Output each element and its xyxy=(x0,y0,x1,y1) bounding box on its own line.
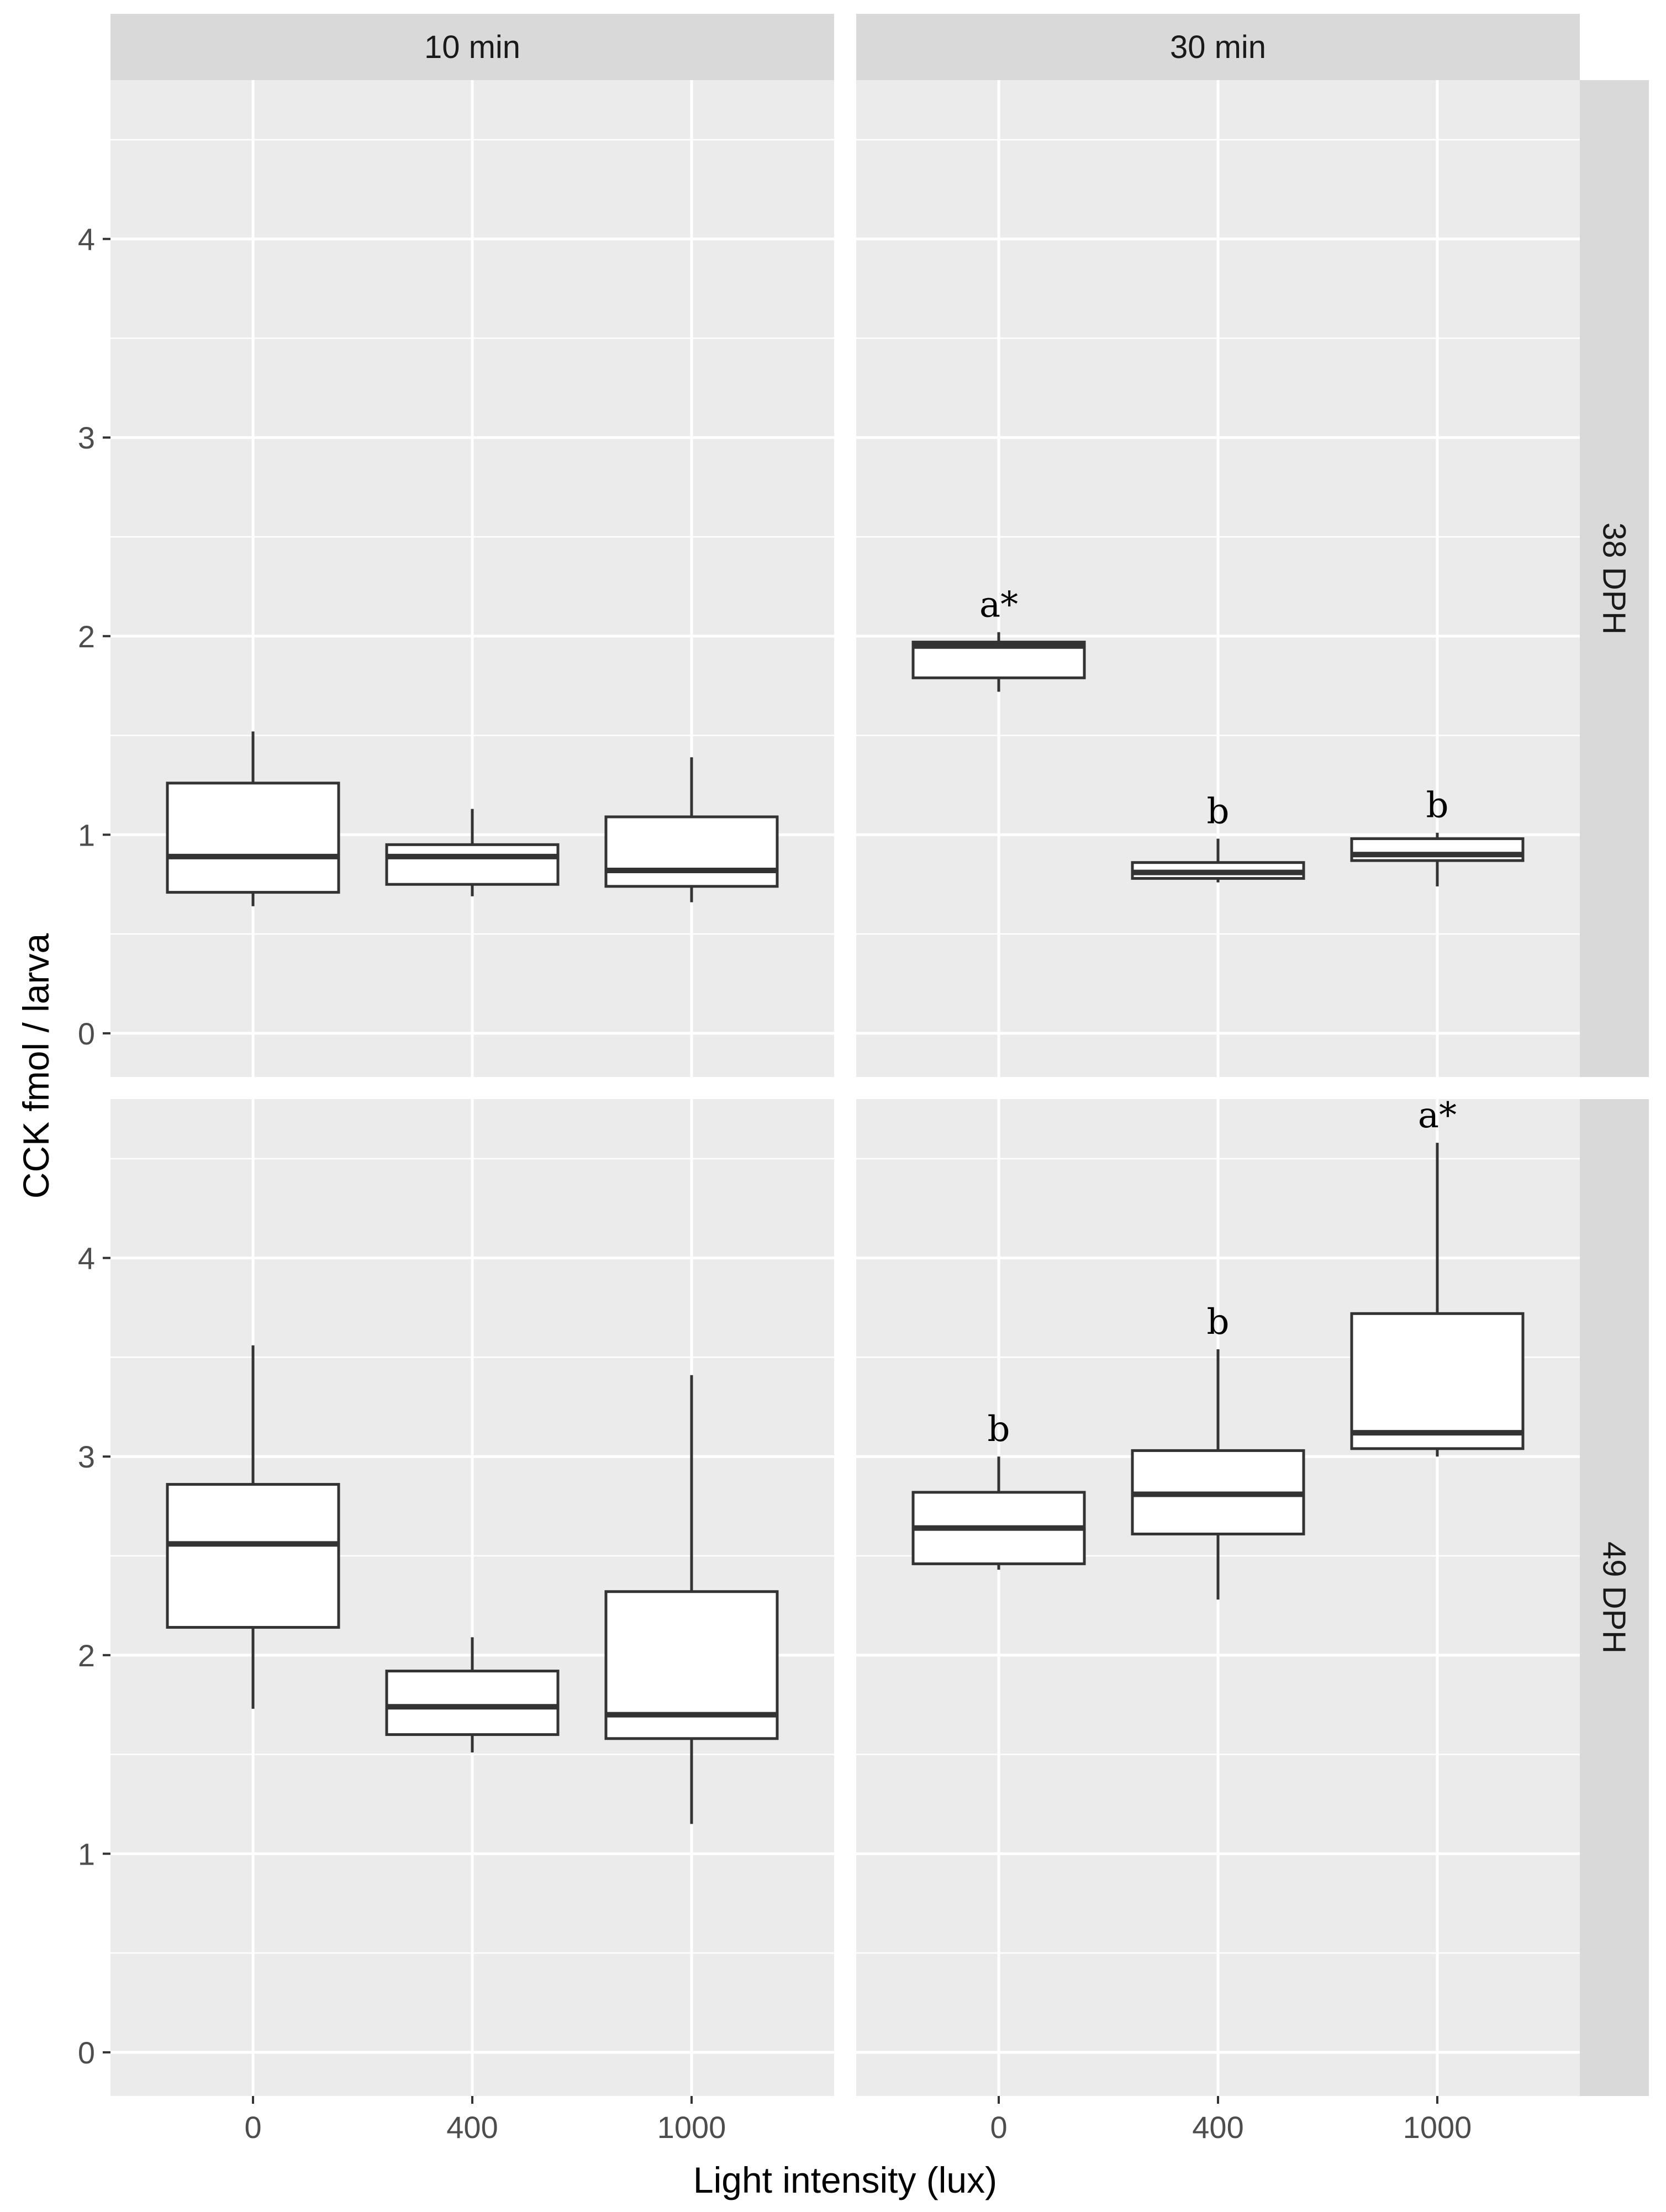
box-1000: a* xyxy=(1350,1095,1525,1457)
y-axis-title: CCK fmol / larva xyxy=(15,933,56,1199)
box-iqr xyxy=(385,843,560,886)
significance-label: a* xyxy=(979,585,1018,626)
row-strip-label: 49 DPH xyxy=(1596,1541,1632,1654)
x-tick-label: 0 xyxy=(990,2110,1007,2145)
axis-layer: 0 1 2 3 4 0 1 2 3 4 0 400 1000 0 400 1000 xyxy=(78,222,1472,2145)
significance-label: b xyxy=(1207,791,1230,832)
box-0 xyxy=(166,731,340,906)
box-iqr xyxy=(604,815,779,888)
y-tick-label: 0 xyxy=(78,1016,95,1051)
row-strip-2 xyxy=(1580,1099,1649,2096)
panel-30min-38DPH: a* b b xyxy=(856,80,1580,1077)
box-0 xyxy=(166,1345,340,1709)
box-400 xyxy=(385,1637,560,1752)
significance-label: a* xyxy=(1418,1095,1457,1136)
box-400: b xyxy=(1131,1302,1305,1600)
x-tick-label: 1000 xyxy=(1403,2110,1472,2145)
panel-30min-49DPH: b b a* xyxy=(856,1095,1580,2096)
column-strip-1 xyxy=(110,14,834,80)
panel-10min-38DPH xyxy=(110,80,834,1077)
column-strip-label: 30 min xyxy=(1170,29,1266,65)
box-400 xyxy=(385,809,560,896)
column-strip-label: 10 min xyxy=(424,29,520,65)
y-tick-label: 0 xyxy=(78,2035,95,2070)
box-0: b xyxy=(911,1409,1086,1570)
x-axis-title: Light intensity (lux) xyxy=(693,2160,997,2200)
box-iqr xyxy=(166,1483,340,1629)
row-strip-1 xyxy=(1580,80,1649,1077)
row-strip-label: 38 DPH xyxy=(1596,522,1632,635)
box-0: a* xyxy=(911,585,1086,692)
x-tick-label: 400 xyxy=(446,2110,498,2145)
box-1000: b xyxy=(1350,785,1525,886)
box-iqr xyxy=(166,782,340,894)
significance-label: b xyxy=(988,1409,1010,1450)
y-tick-label: 4 xyxy=(78,222,95,257)
y-tick-label: 3 xyxy=(78,420,95,455)
y-tick-label: 2 xyxy=(78,619,95,654)
x-tick-label: 1000 xyxy=(657,2110,726,2145)
panel-layer: a* b b b b a* xyxy=(110,80,1580,2096)
y-tick-label: 3 xyxy=(78,1439,95,1474)
significance-label: b xyxy=(1426,785,1448,826)
box-400: b xyxy=(1131,791,1305,883)
box-1000 xyxy=(604,1375,779,1824)
y-tick-label: 2 xyxy=(78,1638,95,1673)
y-tick-label: 1 xyxy=(78,817,95,852)
significance-label: b xyxy=(1207,1302,1230,1343)
panel-10min-49DPH xyxy=(110,1099,834,2096)
box-iqr xyxy=(385,1670,560,1736)
column-strip-2 xyxy=(856,14,1580,80)
strip-layer: 10 min 30 min 38 DPH 49 DPH xyxy=(110,14,1649,2096)
x-tick-label: 0 xyxy=(244,2110,261,2145)
box-1000 xyxy=(604,757,779,902)
box-iqr xyxy=(1350,1312,1525,1450)
y-tick-label: 4 xyxy=(78,1241,95,1276)
y-tick-label: 1 xyxy=(78,1836,95,1871)
x-tick-label: 400 xyxy=(1192,2110,1243,2145)
